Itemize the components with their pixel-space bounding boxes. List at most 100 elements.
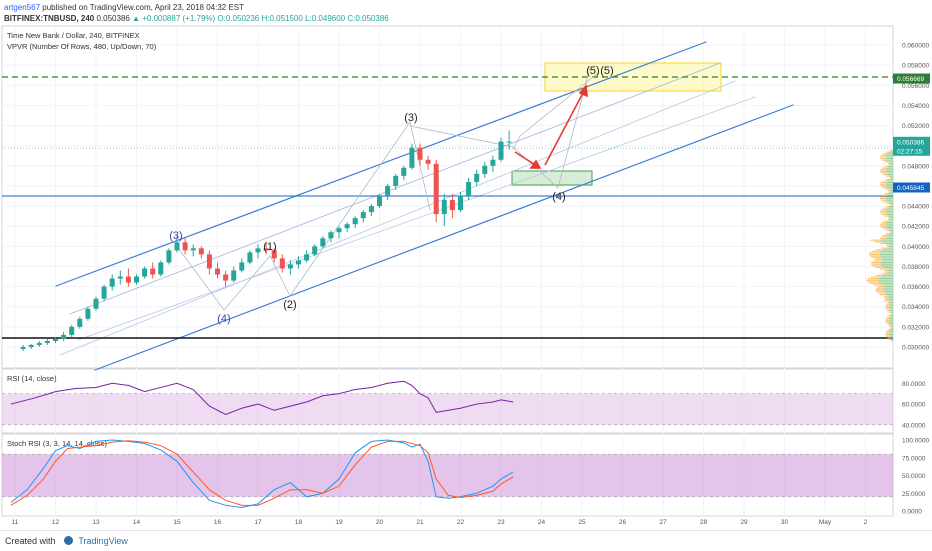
time-tick-label: May (819, 519, 832, 526)
candle-body (166, 250, 172, 263)
volume-bar (885, 268, 893, 270)
candle-body (93, 298, 99, 309)
volume-bar (875, 290, 884, 292)
volume-bar (883, 266, 893, 268)
time-tick-label: 23 (497, 519, 505, 526)
volume-bar (884, 295, 889, 297)
time-tick-label: 27 (659, 519, 667, 526)
candles[interactable] (20, 130, 512, 352)
volume-bar (884, 270, 889, 272)
arrow-line (544, 90, 585, 166)
time-tick-label: 18 (295, 519, 303, 526)
high-value: H:0.051500 (261, 14, 303, 23)
volume-bar (880, 196, 887, 198)
volume-bar (889, 175, 893, 177)
candle-body (190, 248, 196, 251)
rsi-legend: RSI (14, close) (7, 374, 57, 383)
volume-bar (889, 231, 892, 233)
price-axis[interactable]: 0.060000 0.058000 0.056000 0.054000 0.052000… (902, 43, 929, 516)
volume-bar (886, 154, 893, 156)
volume-bar (881, 154, 887, 156)
candle-body (158, 262, 164, 275)
volume-bar (886, 226, 893, 228)
volume-bar (886, 322, 890, 324)
price-tag-label: 0.050386 (897, 139, 924, 146)
volume-bar (889, 233, 893, 235)
volume-bar (888, 166, 893, 168)
price-tick-label: 0.030000 (902, 345, 929, 352)
price-tick-label: 0.036000 (902, 284, 929, 291)
volume-bar (875, 249, 884, 251)
volume-bar (890, 329, 893, 331)
wave-label: (3) (169, 230, 182, 242)
candle-body (69, 326, 75, 335)
channel-lower-line (94, 104, 794, 371)
volume-bar (880, 198, 886, 200)
tradingview-brand[interactable]: TradingView (78, 536, 128, 546)
trend-channel (55, 41, 794, 371)
candle-body (417, 147, 423, 160)
candle-body (271, 250, 277, 259)
price-tick-label: 0.044000 (902, 204, 929, 211)
volume-bar (875, 289, 884, 291)
volume-bar (883, 287, 893, 289)
volume-bar (887, 329, 891, 331)
time-tick-label: 13 (92, 519, 100, 526)
volume-bar (884, 286, 893, 288)
volume-bar (883, 228, 888, 230)
volume-bar (887, 207, 893, 209)
volume-profile (866, 150, 893, 342)
volume-bar (873, 284, 883, 286)
volume-bar (884, 161, 889, 163)
price-tick-label: 0.060000 (902, 43, 929, 50)
symbol-name: BITFINEX:TNBUSD, 240 (4, 14, 95, 23)
volume-bar (888, 332, 893, 334)
volume-bar (888, 321, 893, 323)
volume-bar (880, 156, 886, 158)
channel-inner-line (77, 96, 756, 341)
candle-body (61, 334, 67, 339)
volume-bar (880, 276, 893, 278)
volume-bar (881, 167, 887, 169)
volume-bar (888, 305, 893, 307)
time-axis[interactable]: 11 12 13 14 15 16 17 18 19 20 21 22 23 24 25 26 27 28 29 30… (12, 519, 868, 526)
volume-bar (889, 327, 892, 329)
price-tick-label: 0.052000 (902, 123, 929, 130)
arrowhead-icon (529, 159, 542, 169)
arrowhead-icon (578, 84, 588, 98)
volume-bar (885, 210, 893, 212)
volume-bar (877, 286, 885, 288)
channel-inner-line (59, 80, 736, 356)
price-tags: 0.056669 0.050386 02:27:15 0.045845 (893, 73, 930, 193)
volume-bar (887, 174, 893, 176)
candle-body (409, 147, 415, 168)
volume-bar (874, 241, 883, 243)
candle-body (498, 141, 504, 160)
volume-bar (879, 242, 886, 244)
candle-body (279, 258, 285, 269)
volume-bar (881, 273, 887, 275)
volume-bar (886, 178, 890, 180)
volume-bar (871, 262, 882, 264)
time-tick-label: 19 (335, 519, 343, 526)
volume-bar (891, 231, 893, 233)
volume-bar (888, 164, 891, 166)
volume-bar (885, 170, 893, 172)
rsi-line (10, 380, 514, 415)
author-link[interactable]: artgen567 (4, 3, 41, 12)
volume-bar (889, 246, 893, 248)
volume-bar (884, 271, 889, 273)
volume-bar (880, 169, 887, 171)
volume-bar (890, 302, 893, 304)
wave-label: (4) (552, 191, 565, 203)
volume-bar (868, 254, 880, 256)
volume-bar (880, 236, 887, 238)
projection-arrows (514, 84, 588, 169)
volume-bar (883, 300, 888, 302)
volume-bar (886, 151, 890, 153)
volume-bar (890, 191, 893, 193)
volume-bar (888, 215, 893, 217)
volume-bar (880, 209, 887, 211)
volume-bar (887, 300, 893, 302)
